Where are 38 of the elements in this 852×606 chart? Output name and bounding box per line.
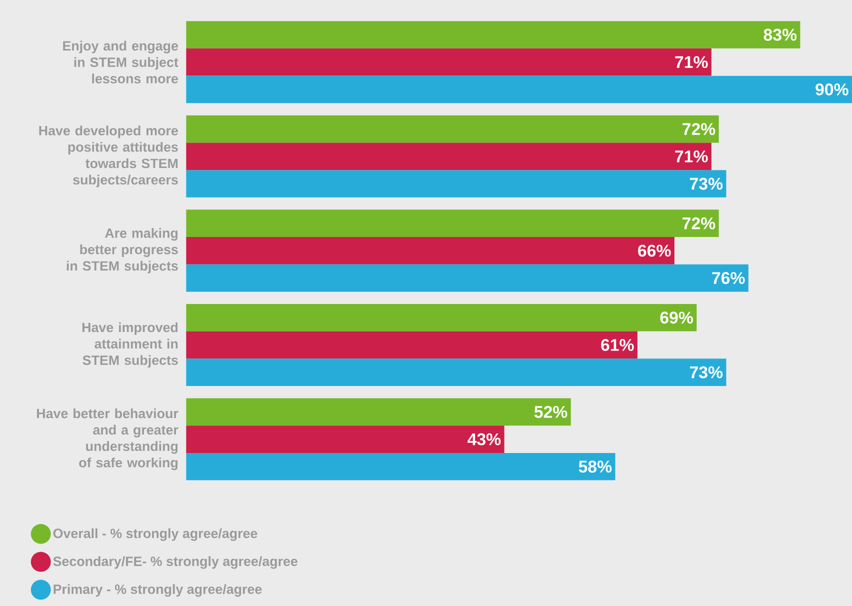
legend-label: Primary - % strongly agree/agree [54, 584, 262, 597]
data-label: 90% [816, 83, 848, 96]
y-tick-label: Have developed more positive attitudes towards STEM subjects/careers [39, 126, 178, 188]
data-label: 52% [534, 406, 568, 418]
data-label: 73% [690, 366, 723, 378]
bar [186, 48, 712, 76]
y-tick-label: Have improved attainment in STEM subjects [82, 322, 178, 368]
data-label: 69% [660, 312, 693, 324]
bar [186, 115, 719, 143]
bar [186, 304, 697, 332]
bar [186, 21, 800, 48]
bar [186, 398, 571, 426]
bar [186, 237, 674, 264]
data-label: 71% [675, 56, 708, 68]
data-label: 43% [468, 433, 501, 446]
data-label: 83% [764, 28, 797, 41]
y-tick-label: Have better behaviour and a greater understanding of safe working [37, 408, 178, 470]
bar [186, 358, 726, 386]
data-label: 72% [682, 217, 716, 230]
y-tick-label: Enjoy and engage in STEM subject lessons more [63, 40, 178, 84]
legend-label: Overall - % strongly agree/agree [53, 528, 258, 541]
bar [186, 210, 719, 238]
data-label: 58% [578, 460, 612, 473]
data-label: 72% [682, 123, 716, 135]
legend-label: Secondary/FE- % strongly agree/agree [53, 556, 298, 569]
bar [186, 452, 616, 480]
bar [186, 170, 726, 198]
bar [186, 426, 504, 453]
bar [186, 142, 712, 170]
bar [186, 331, 638, 359]
y-tick-label: Are making better progress in STEM subjects [66, 228, 178, 274]
data-label: 76% [712, 272, 745, 284]
bar [186, 76, 852, 104]
bar [186, 264, 748, 292]
data-label: 66% [638, 244, 671, 257]
data-label: 73% [690, 178, 723, 190]
data-label: 71% [675, 150, 708, 162]
data-label: 61% [601, 339, 634, 351]
